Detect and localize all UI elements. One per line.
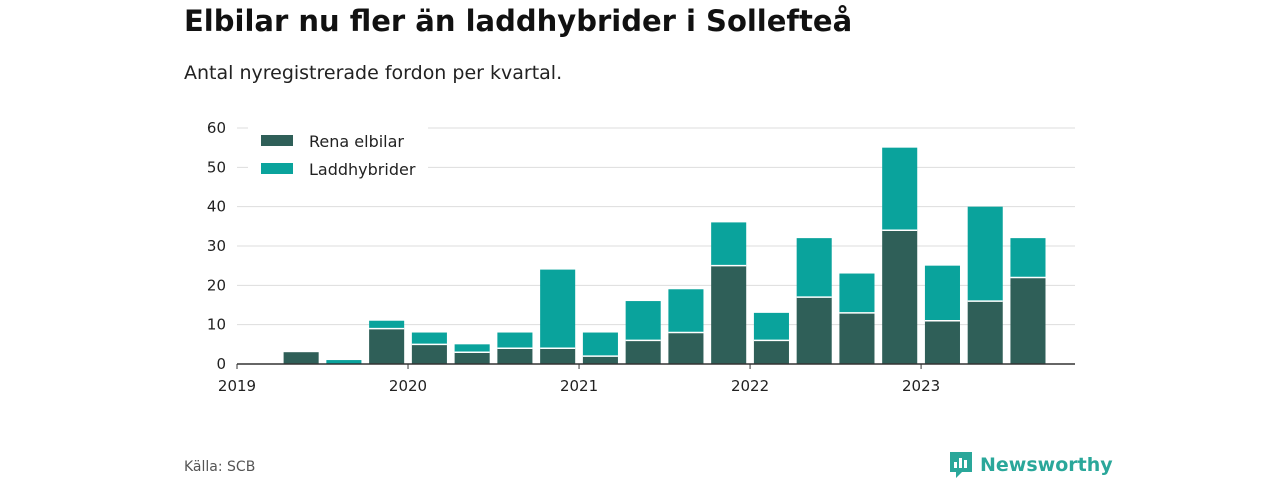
bar-laddhybrider-9 <box>625 301 661 341</box>
legend-label-rena-elbilar: Rena elbilar <box>309 132 404 151</box>
bar-rena-elbilar-15 <box>882 230 918 364</box>
chart-title: Elbilar nu fler än laddhybrider i Sollef… <box>184 4 853 38</box>
bar-rena-elbilar-18 <box>1010 277 1046 364</box>
bar-rena-elbilar-11 <box>711 265 747 364</box>
bar-laddhybrider-4 <box>411 332 447 345</box>
x-tick-label-2020: 2020 <box>389 377 427 395</box>
y-tick-label-10: 10 <box>207 316 226 334</box>
bar-laddhybrider-15 <box>882 147 918 231</box>
bar-rena-elbilar-7 <box>540 348 576 364</box>
bar-rena-elbilar-13 <box>796 297 832 364</box>
bar-laddhybrider-5 <box>454 344 490 353</box>
y-tick-label-30: 30 <box>207 237 226 255</box>
bar-laddhybrider-10 <box>668 289 704 333</box>
legend-swatch-laddhybrider <box>261 163 293 174</box>
bar-rena-elbilar-17 <box>967 301 1003 364</box>
bar-rena-elbilar-1 <box>283 352 319 364</box>
bars <box>283 147 1046 364</box>
bar-laddhybrider-16 <box>924 265 960 321</box>
legend: Rena elbilar Laddhybrider <box>248 124 428 184</box>
bar-laddhybrider-13 <box>796 238 832 298</box>
y-tick-label-40: 40 <box>207 198 226 216</box>
bar-laddhybrider-6 <box>497 332 533 349</box>
chart-subtitle: Antal nyregistrerade fordon per kvartal. <box>184 62 563 84</box>
y-tick-label-60: 60 <box>207 119 226 137</box>
newsworthy-logo-icon <box>950 452 972 478</box>
x-tick-label-2023: 2023 <box>902 377 940 395</box>
legend-swatch-rena-elbilar <box>261 135 293 146</box>
y-tick-label-0: 0 <box>216 355 226 373</box>
bar-laddhybrider-2 <box>326 360 362 364</box>
bar-rena-elbilar-14 <box>839 312 875 364</box>
bar-rena-elbilar-4 <box>411 344 447 364</box>
x-tick-label-2022: 2022 <box>731 377 769 395</box>
bar-laddhybrider-12 <box>753 312 789 341</box>
x-tick-label-2021: 2021 <box>560 377 598 395</box>
bar-laddhybrider-11 <box>711 222 747 266</box>
x-tick-label-2019: 2019 <box>218 377 256 395</box>
bar-laddhybrider-14 <box>839 273 875 313</box>
bar-rena-elbilar-6 <box>497 348 533 364</box>
bar-rena-elbilar-5 <box>454 352 490 364</box>
bar-laddhybrider-17 <box>967 206 1003 302</box>
bar-laddhybrider-8 <box>582 332 618 357</box>
y-tick-label-50: 50 <box>207 158 226 176</box>
bar-laddhybrider-18 <box>1010 238 1046 278</box>
bar-rena-elbilar-3 <box>369 328 405 364</box>
bar-laddhybrider-3 <box>369 320 405 329</box>
newsworthy-logo[interactable]: Newsworthy <box>948 450 1113 480</box>
brand-name: Newsworthy <box>980 454 1113 476</box>
source-note: Källa: SCB <box>184 459 256 475</box>
bar-rena-elbilar-9 <box>625 340 661 364</box>
y-tick-label-20: 20 <box>207 276 226 294</box>
bar-rena-elbilar-12 <box>753 340 789 364</box>
bar-rena-elbilar-8 <box>582 356 618 364</box>
bar-laddhybrider-7 <box>540 269 576 349</box>
axes: 0 10 20 30 40 50 60 2019 2020 2021 2022 2023 <box>207 119 1075 395</box>
legend-label-laddhybrider: Laddhybrider <box>309 160 416 179</box>
bar-rena-elbilar-16 <box>924 320 960 364</box>
bar-rena-elbilar-10 <box>668 332 704 364</box>
